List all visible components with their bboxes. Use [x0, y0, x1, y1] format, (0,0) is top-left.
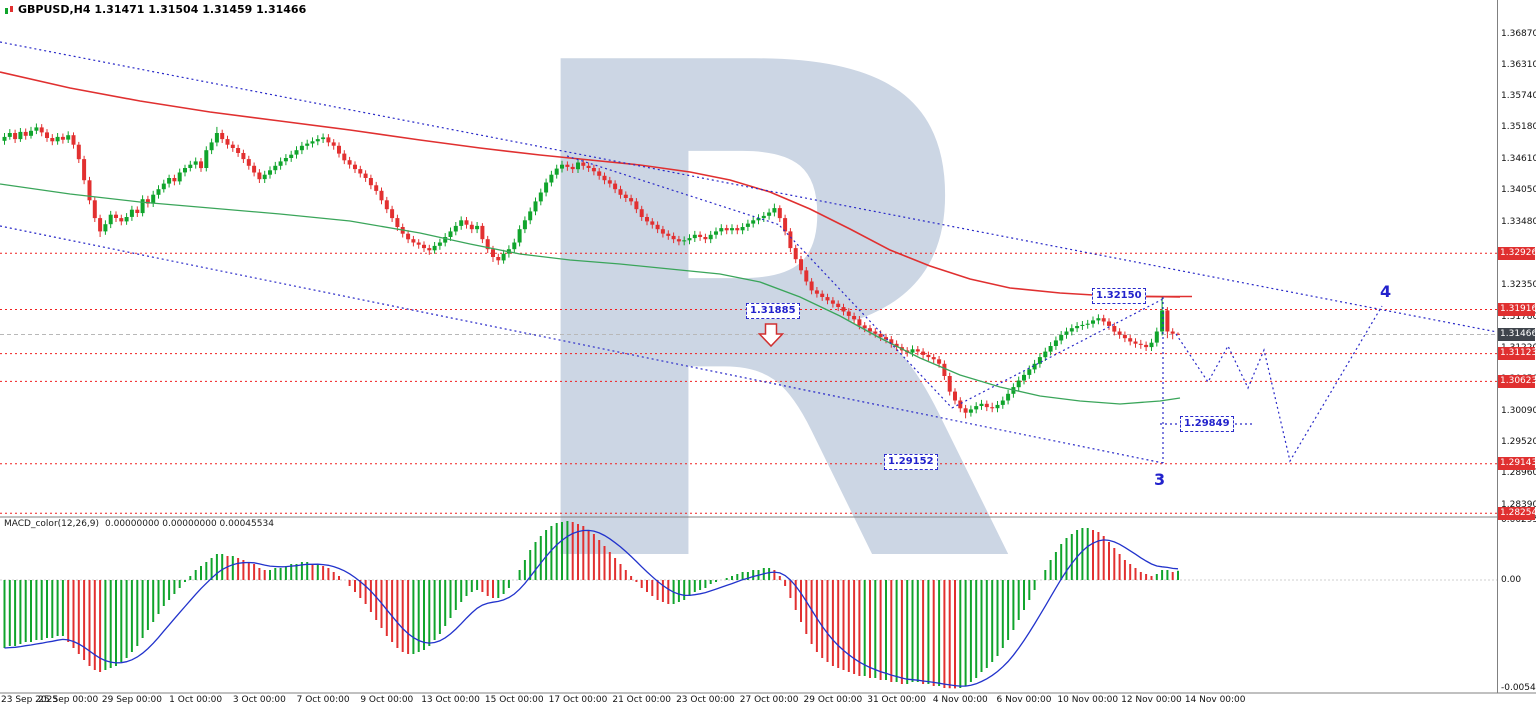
broker-watermark: R: [498, 0, 1022, 715]
macd-name: MACD_color(12,26,9): [4, 519, 100, 529]
macd-indicator-label: MACD_color(12,26,9) 0.00000000 0.0000000…: [4, 519, 274, 529]
candlestick-icon: [5, 5, 13, 14]
macd-signal-line: [4, 529, 1179, 687]
chart-header: GBPUSD,H4 1.31471 1.31504 1.31459 1.3146…: [4, 3, 306, 16]
projection-zigzag: [1175, 305, 1383, 463]
pane-separators: [0, 0, 1536, 694]
trendlines-layer[interactable]: [0, 41, 1498, 464]
ma-red-line: [0, 71, 1181, 298]
impulse-down: [779, 225, 953, 409]
candlesticks-layer: [2, 123, 1180, 419]
channel-upper: [0, 41, 1498, 333]
sr-lines-layer: [0, 252, 1497, 514]
sell-arrow-icon[interactable]: [757, 323, 785, 348]
peaks-line: [566, 155, 781, 226]
ma-green-line: [0, 183, 1181, 405]
macd-layer: [0, 521, 1497, 689]
macd-values: 0.00000000 0.00000000 0.00045534: [105, 519, 274, 529]
symbol-ohlc-title: GBPUSD,H4 1.31471 1.31504 1.31459 1.3146…: [18, 3, 307, 16]
